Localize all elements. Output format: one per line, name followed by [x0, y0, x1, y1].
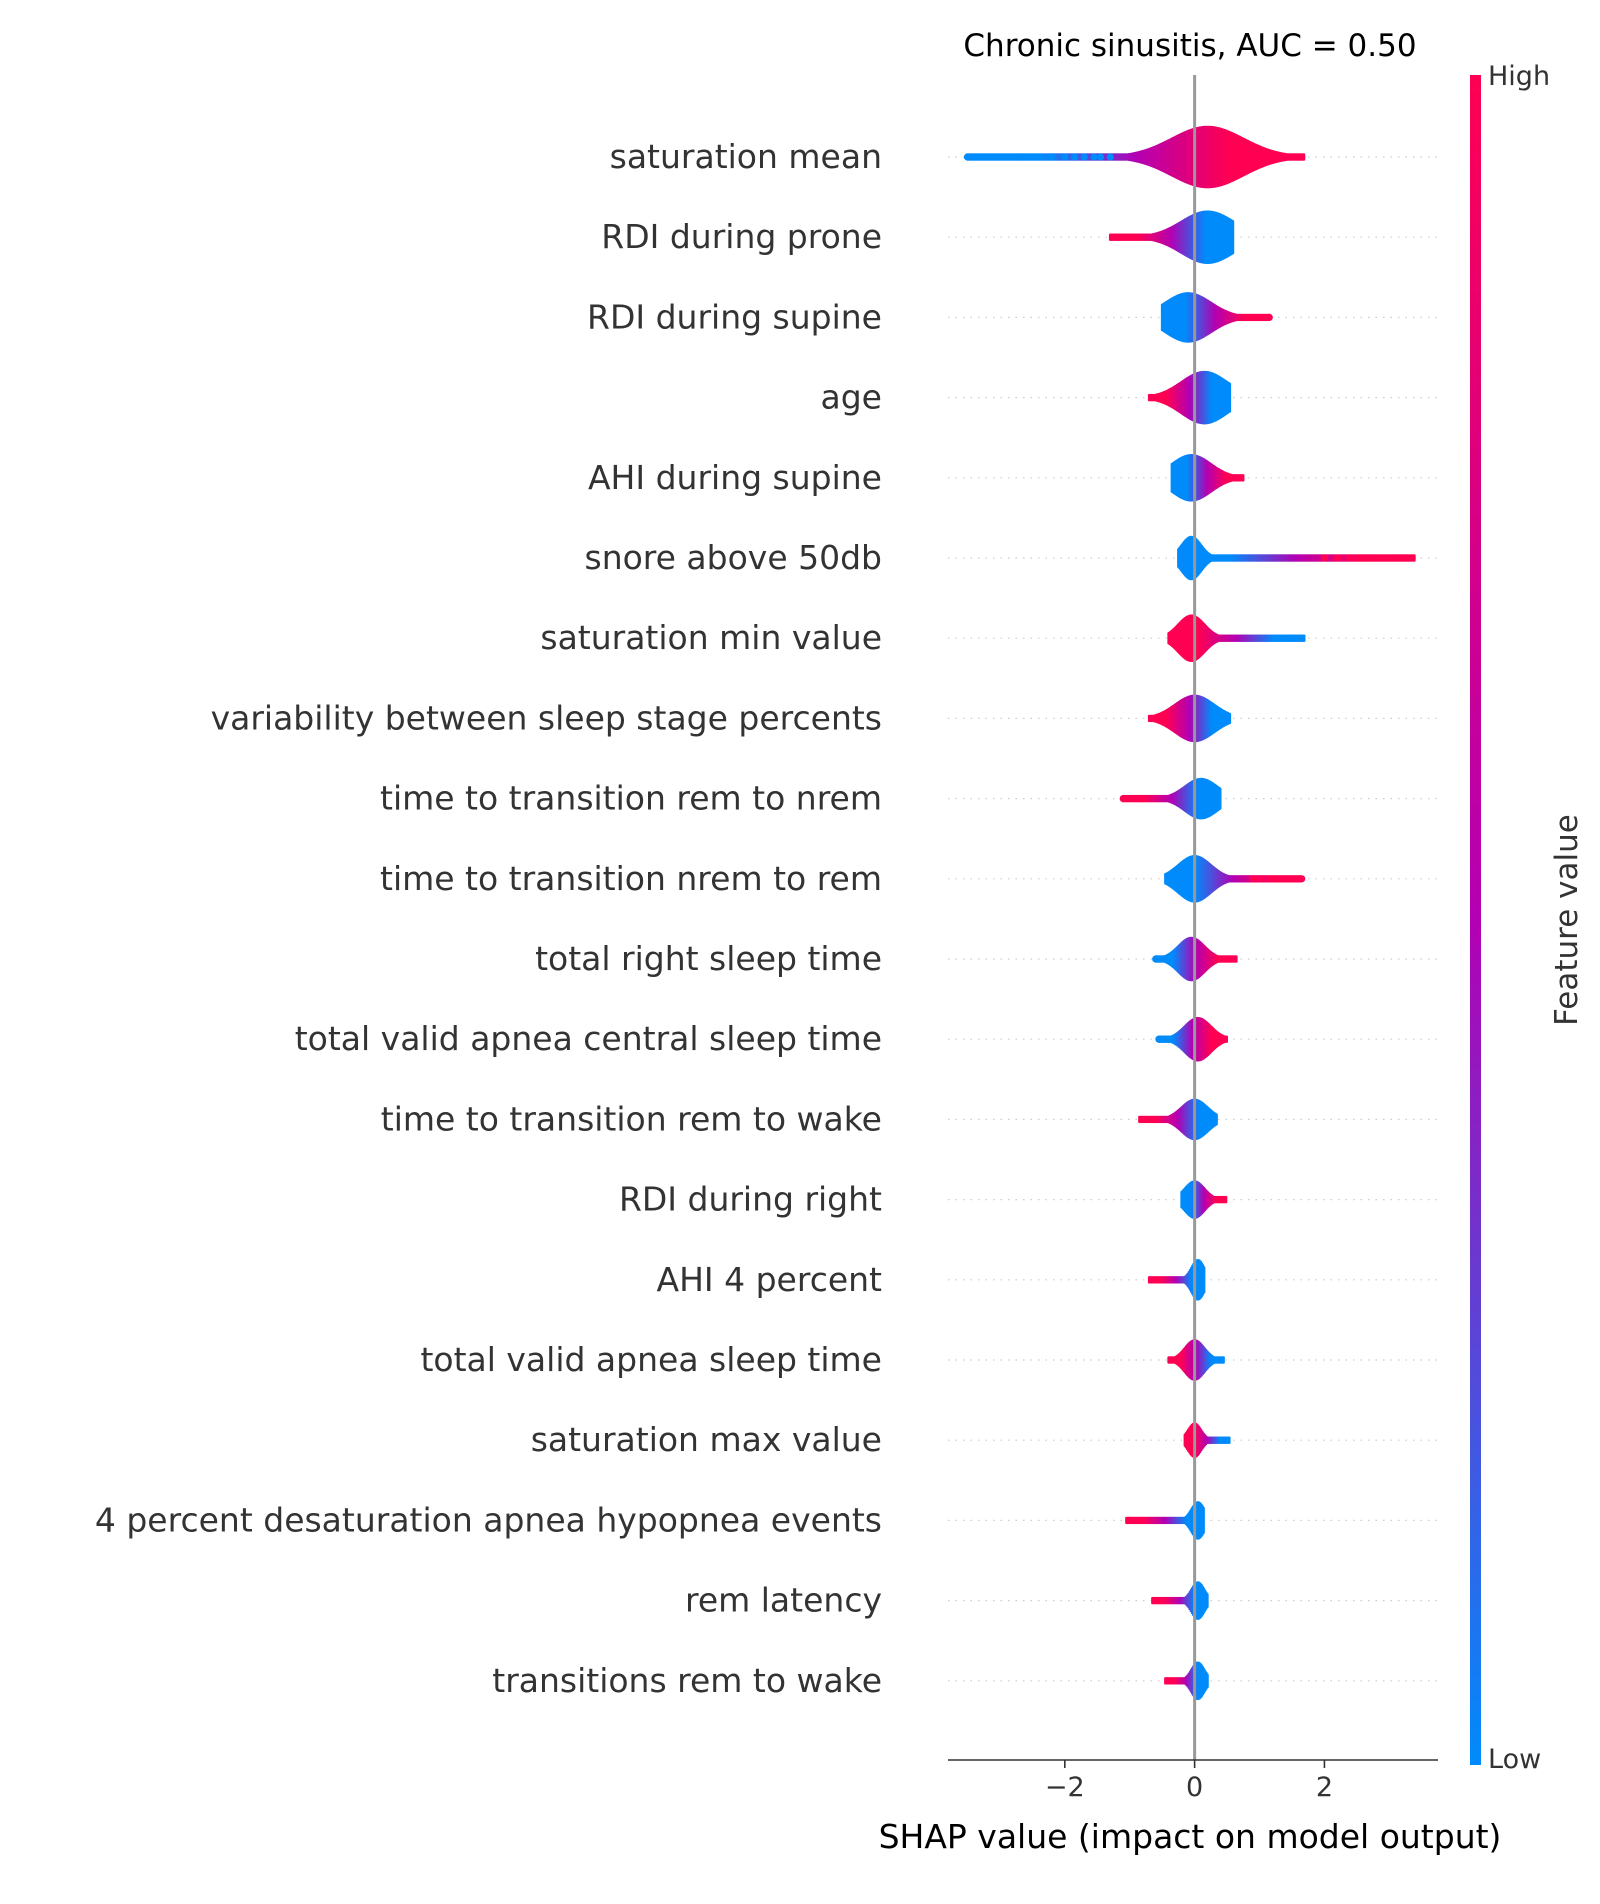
feature-label: total valid apnea sleep time	[420, 1340, 882, 1379]
outlier-point	[1119, 795, 1127, 803]
plot-area: saturation mean RDI during prone RDI durin…	[95, 75, 1438, 1803]
feature-label: saturation mean	[610, 137, 882, 176]
outlier-point	[1275, 634, 1283, 642]
feature-label: age	[821, 378, 882, 417]
outlier-point	[1291, 634, 1299, 642]
outlier-point	[1070, 153, 1079, 161]
outlier-point	[1298, 153, 1306, 161]
x-tick-label: 2	[1316, 1772, 1333, 1803]
violin-19	[1164, 1661, 1209, 1701]
outlier-point	[1265, 313, 1273, 321]
outlier-point	[1388, 554, 1397, 562]
feature-label: transitions rem to wake	[492, 1661, 882, 1700]
violin-7	[1147, 694, 1232, 743]
violin-6	[1167, 614, 1306, 662]
colorbar-low-label: Low	[1488, 1744, 1541, 1775]
x-tick-label: −2	[1045, 1772, 1085, 1803]
feature-label: time to transition rem to nrem	[380, 779, 882, 818]
colorbar-high-label: High	[1488, 61, 1550, 92]
outlier-point	[1126, 1516, 1134, 1524]
violin-18	[1151, 1581, 1209, 1620]
colorbar: High Low Feature value	[1470, 61, 1585, 1775]
colorbar-gradient	[1470, 75, 1481, 1765]
feature-label: total right sleep time	[535, 939, 882, 978]
violin-0	[963, 125, 1306, 189]
outlier-point	[1080, 153, 1088, 161]
feature-label: snore above 50db	[585, 538, 883, 577]
feature-label: saturation min value	[540, 618, 882, 657]
outlier-point	[1165, 1035, 1173, 1043]
violin-1	[1108, 210, 1235, 264]
violin-9	[1164, 854, 1306, 903]
feature-label: rem latency	[685, 1581, 882, 1620]
feature-label: AHI 4 percent	[657, 1260, 883, 1299]
outlier-point	[1298, 634, 1306, 642]
violin-8	[1119, 777, 1222, 820]
outlier-point	[1139, 795, 1147, 803]
feature-label: time to transition nrem to rem	[380, 859, 882, 898]
outlier-point	[1090, 153, 1098, 161]
x-axis-label: SHAP value (impact on model output)	[879, 1817, 1502, 1856]
feature-label: RDI during right	[619, 1180, 882, 1219]
outlier-point	[1285, 634, 1293, 642]
outlier-point	[1320, 554, 1329, 562]
violin-4	[1170, 454, 1245, 502]
outlier-point	[963, 153, 972, 161]
outlier-point	[1015, 153, 1023, 161]
colorbar-title: Feature value	[1549, 814, 1585, 1026]
feature-label: variability between sleep stage percents	[211, 698, 882, 737]
violin-3	[1147, 370, 1232, 425]
outlier-point	[1048, 153, 1056, 161]
outlier-point	[1278, 153, 1286, 161]
chart-title: Chronic sinusitis, AUC = 0.50	[963, 28, 1416, 64]
violin-13	[1180, 1180, 1228, 1219]
violin-12	[1138, 1098, 1218, 1141]
outlier-point	[1255, 875, 1264, 883]
violin-11	[1155, 1016, 1228, 1062]
outlier-point	[1249, 875, 1257, 883]
outlier-point	[1366, 554, 1374, 562]
feature-label: saturation max value	[531, 1420, 882, 1459]
outlier-point	[1288, 153, 1296, 161]
x-tick-label: 0	[1186, 1772, 1203, 1803]
violin-2	[1160, 292, 1273, 343]
outlier-point	[1333, 554, 1342, 562]
feature-label: RDI during prone	[601, 217, 882, 256]
feature-label: 4 percent desaturation apnea hypopnea ev…	[95, 1500, 882, 1539]
feature-label: AHI during supine	[588, 458, 882, 497]
outlier-point	[1165, 955, 1173, 963]
outlier-point	[1061, 153, 1069, 161]
outlier-point	[1356, 554, 1364, 562]
outlier-point	[1346, 554, 1354, 562]
feature-label: RDI during supine	[587, 297, 882, 336]
feature-label: time to transition rem to wake	[381, 1099, 882, 1138]
outlier-point	[1298, 875, 1306, 883]
outlier-point	[1155, 1035, 1163, 1043]
outlier-point	[1398, 554, 1406, 562]
outlier-point	[1096, 153, 1105, 161]
outlier-point	[1408, 554, 1416, 562]
feature-label: total valid apnea central sleep time	[295, 1019, 882, 1058]
violin-5	[1177, 535, 1416, 581]
violin-16	[1183, 1422, 1231, 1458]
outlier-point	[1106, 153, 1114, 161]
outlier-point	[1152, 955, 1160, 963]
violin-17	[1125, 1501, 1205, 1540]
